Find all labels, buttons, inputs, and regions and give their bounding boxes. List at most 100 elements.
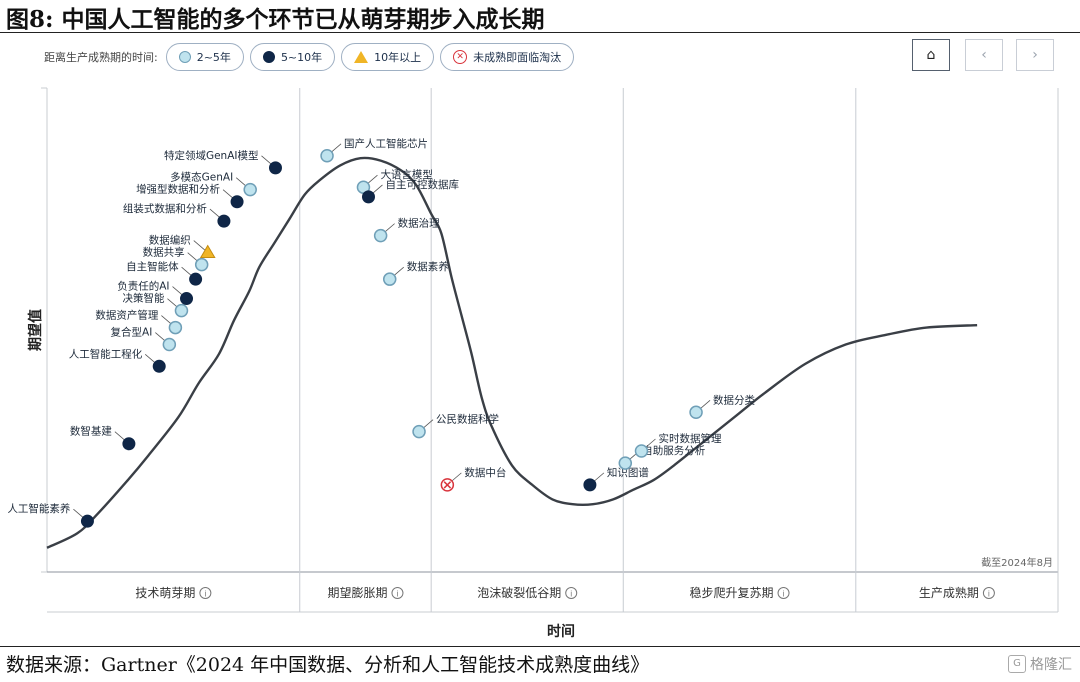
info-icon-glyph: i — [570, 590, 572, 599]
info-icon — [777, 587, 790, 599]
dark-marker — [152, 359, 166, 373]
dark-marker — [217, 214, 231, 228]
hype-cycle-curve — [46, 156, 978, 549]
curve-marker: 国产人工智能芯片 — [320, 137, 428, 163]
marker-label: 数据共享 — [143, 246, 185, 259]
source-note: 数据来源：Gartner《2024 年中国数据、分析和人工智能技术成熟度曲线》 — [6, 654, 650, 676]
light-marker — [382, 272, 397, 286]
curve-marker: 数智基建 — [70, 425, 136, 451]
curve-marker: 数据素养 — [382, 260, 449, 286]
marker-label: 自主智能体 — [126, 260, 179, 273]
light-marker — [634, 444, 649, 458]
info-icon-glyph: i — [204, 590, 206, 599]
chevron-left-icon: ‹ — [981, 47, 987, 63]
light-marker — [168, 320, 183, 335]
light-marker — [243, 182, 257, 197]
dark-marker — [268, 161, 282, 175]
phase-label: 稳步爬升复苏期 — [690, 585, 774, 600]
curve-marker: 公民数据科学 — [412, 413, 499, 439]
curve-marker: 数据共享 — [143, 246, 209, 272]
phase-label: 期望膨胀期 — [327, 586, 387, 600]
curve-marker: 自主智能体 — [126, 260, 203, 286]
light-circle-icon — [178, 51, 191, 63]
marker-label: 知识图谱 — [607, 466, 649, 479]
light-marker — [162, 337, 177, 352]
hype-cycle-panel — [4, 33, 1076, 645]
curve-marker: 多模态GenAI — [170, 171, 257, 197]
curve-marker: 自助服务分析 — [618, 444, 706, 470]
curve-marker: 负责任的AI — [117, 280, 194, 306]
marker-label: 数据素养 — [407, 260, 449, 273]
legend: 距离生产成熟期的时间: 2~5年 5~10年 10年以上 ✕ 未成熟即面临淘汰 — [44, 43, 575, 71]
prev-button[interactable]: ‹ — [965, 39, 1003, 71]
marker-label: 自助服务分析 — [642, 444, 705, 457]
legend-item-obsolete[interactable]: ✕ 未成熟即面临淘汰 — [440, 43, 575, 71]
dark-circle-icon — [262, 51, 275, 63]
chevron-right-icon: › — [1032, 47, 1038, 63]
marker-label: 公民数据科学 — [436, 413, 499, 426]
watermark-text: 格隆汇 — [1030, 657, 1072, 673]
marker-label: 特定领域GenAI模型 — [164, 149, 259, 162]
legend-item-5-10-years[interactable]: 5~10年 — [249, 43, 336, 71]
dark-marker — [189, 272, 203, 286]
bottom-rule — [0, 646, 1080, 647]
curve-marker: 决策智能 — [122, 292, 189, 318]
info-icon-glyph: i — [782, 590, 784, 599]
light-marker — [320, 149, 334, 163]
next-button[interactable]: › — [1016, 39, 1054, 71]
marker-label: 人工智能素养 — [7, 502, 70, 515]
curve-marker: 实时数据管理 — [634, 432, 722, 458]
light-marker — [618, 456, 633, 470]
marker-label: 数据资产管理 — [95, 309, 158, 322]
phase-label: 技术萌芽期 — [135, 586, 195, 600]
marker-label: 数据中台 — [464, 466, 506, 479]
dark-marker — [230, 195, 244, 209]
light-marker — [689, 405, 703, 420]
house-icon: ⌂ — [926, 47, 936, 63]
curve-marker: 知识图谱 — [583, 466, 649, 492]
light-marker — [174, 303, 189, 318]
curve-marker: 增强型数据和分析 — [136, 183, 244, 209]
dark-marker — [361, 190, 375, 204]
legend-label: 距离生产成熟期的时间: — [44, 51, 158, 64]
marker-label: 复合型AI — [111, 326, 153, 339]
y-axis-label: 期望值 — [27, 309, 44, 351]
light-marker — [373, 228, 388, 243]
curve-marker: 数据分类 — [689, 393, 756, 420]
legend-item-10-plus-years[interactable]: 10年以上 — [341, 43, 435, 71]
legend-item-label: 10年以上 — [374, 51, 422, 64]
watermark: G 格隆汇 — [1008, 654, 1072, 674]
legend-item-label: 5~10年 — [280, 51, 323, 64]
warning-triangle-icon — [354, 51, 369, 63]
curve-marker: 人工智能素养 — [7, 502, 94, 528]
curve-marker: 数据资产管理 — [95, 309, 183, 335]
marker-label: 数据治理 — [398, 217, 440, 230]
cross-marker-stroke — [443, 481, 452, 489]
home-button[interactable]: ⌂ — [912, 39, 950, 71]
light-marker — [412, 424, 426, 439]
as-of-note: 截至2024年8月 — [981, 556, 1053, 569]
marker-label: 大语言模型 — [380, 168, 433, 181]
marker-label: 增强型数据和分析 — [136, 183, 220, 196]
dark-marker — [180, 292, 194, 306]
dark-marker — [122, 437, 136, 451]
legend-item-2-5-years[interactable]: 2~5年 — [165, 43, 244, 71]
info-icon — [199, 587, 212, 599]
marker-label: 多模态GenAI — [170, 171, 233, 184]
marker-label: 实时数据管理 — [658, 432, 721, 445]
brand-logo-icon: G — [1008, 655, 1026, 673]
legend-item-label: 未成熟即面临淘汰 — [473, 51, 562, 64]
marker-label: 国产人工智能芯片 — [344, 137, 428, 150]
dark-marker — [80, 514, 94, 528]
marker-label: 数智基建 — [70, 425, 112, 438]
marker-label: 数据编织 — [149, 234, 191, 247]
info-icon-glyph: i — [396, 590, 398, 599]
x-circle-icon: ✕ — [453, 50, 468, 64]
curve-marker: 特定领域GenAI模型 — [164, 149, 282, 175]
marker-label: 数据分类 — [713, 393, 755, 406]
phase-label: 泡沫破裂低谷期 — [477, 585, 561, 600]
info-icon-glyph: i — [988, 590, 990, 599]
marker-label: 决策智能 — [122, 292, 164, 305]
curve-marker: 数据中台 — [440, 466, 506, 492]
